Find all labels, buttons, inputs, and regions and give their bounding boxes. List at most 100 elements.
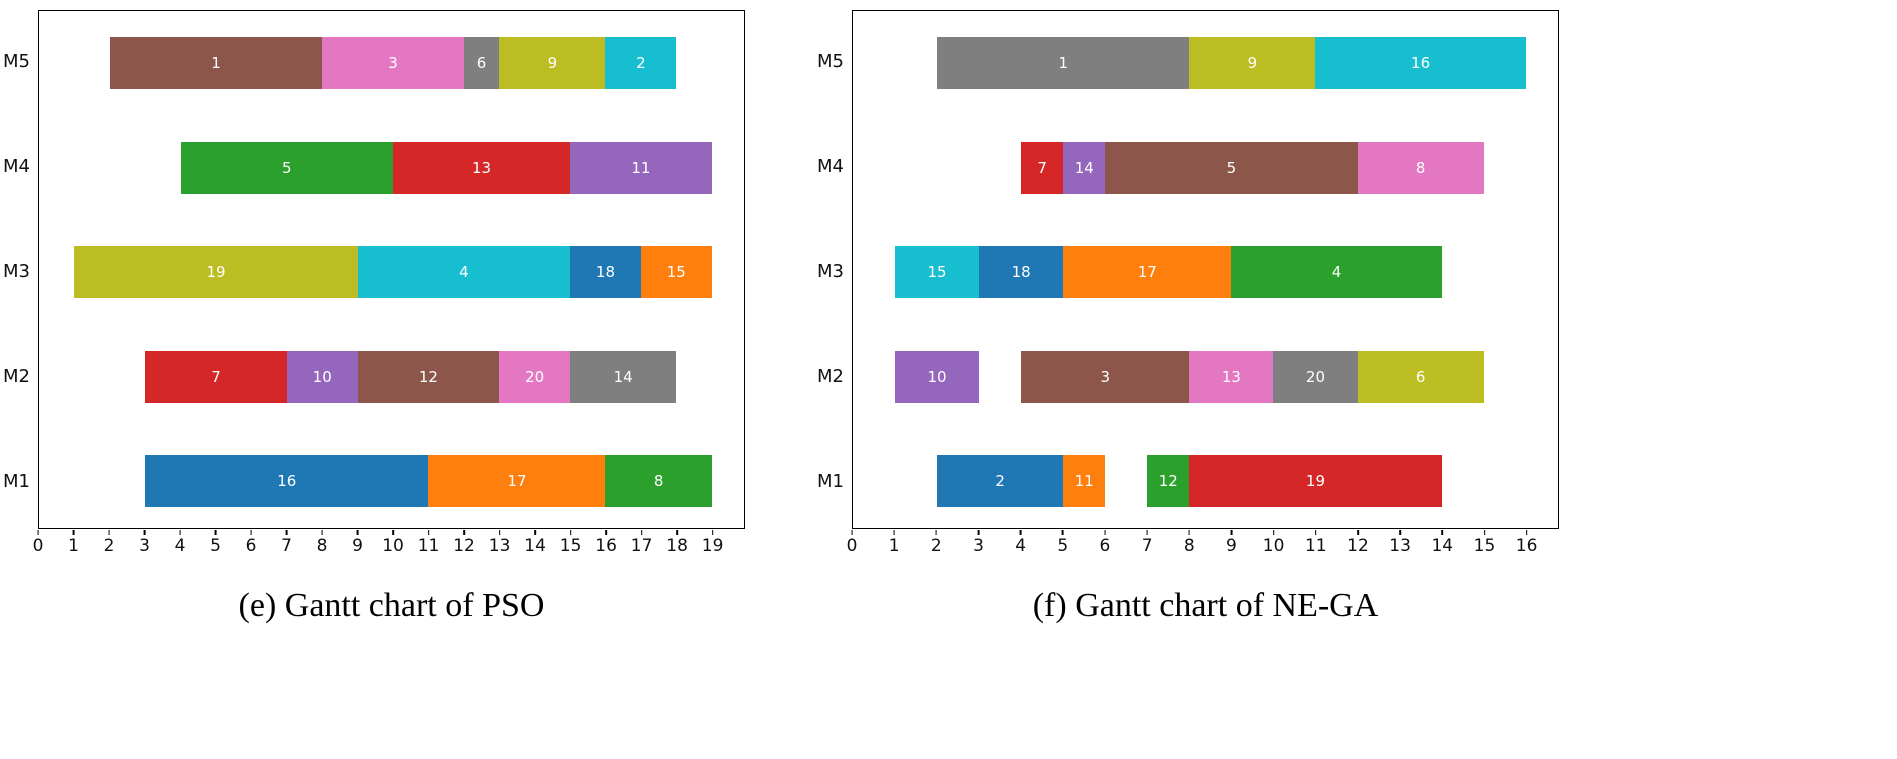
x-tick-label: 8: [316, 536, 328, 556]
x-tick-label: 13: [1389, 536, 1411, 556]
y-axis-label-m2: M2: [817, 365, 844, 387]
chart-pso: M1 M2 M3 M4 M5 16 17 8 7 10 12 20 14 19 4 18 15 5 13 11 1 3 6…: [0, 0, 795, 759]
x-tick-label: 4: [174, 536, 186, 556]
x-tick: 9: [1226, 530, 1237, 555]
gantt-bar-job-label: 17: [1137, 263, 1157, 282]
x-tick-mark: [1357, 530, 1359, 535]
x-tick: 4: [174, 530, 186, 556]
x-tick-label: 8: [1183, 536, 1195, 556]
x-tick: 17: [630, 530, 653, 556]
gantt-bar-job-label: 4: [459, 263, 469, 282]
x-tick-label: 5: [1057, 536, 1069, 556]
x-tick-label: 15: [559, 536, 582, 556]
caption-pso: (e) Gantt chart of PSO: [238, 587, 545, 624]
gantt-bar-job-17: 17: [428, 454, 606, 507]
x-tick-label: 5: [210, 536, 221, 556]
x-tick-mark: [1399, 530, 1401, 535]
gantt-bar-job-3: 3: [322, 37, 464, 90]
x-tick-label: 17: [630, 536, 653, 556]
x-tick-mark: [463, 530, 465, 535]
x-tick: 8: [1184, 530, 1195, 555]
x-tick-mark: [676, 530, 678, 535]
plot-area-ne-ga: 2 11 12 19 10 3 13 20 6 15 18 17 4 7 14 5 8 1 9 16: [852, 10, 1559, 529]
y-axis-labels: M1 M2 M3 M4 M5: [814, 10, 846, 529]
x-axis: 0 1 2 3 4 5 6 7 8 9 10 11 12 13 14 15 16 17 18 19: [33, 530, 745, 576]
x-tick-label: 3: [139, 536, 150, 556]
gantt-bar-job-5: 5: [1105, 141, 1358, 194]
gantt-bar-job-label: 12: [1158, 471, 1178, 490]
x-tick-label: 3: [973, 536, 984, 556]
gantt-bar-job-3: 3: [1021, 350, 1190, 403]
x-tick: 6: [1100, 530, 1110, 555]
gantt-bar-job-label: 20: [525, 367, 545, 386]
y-axis-label-m2: M2: [3, 365, 30, 387]
gantt-bar-job-label: 2: [995, 471, 1005, 490]
x-tick: 2: [931, 530, 942, 555]
gantt-bar-job-10: 10: [895, 350, 980, 403]
gantt-bar-job-label: 3: [1100, 367, 1111, 386]
gantt-bar-job-label: 13: [472, 158, 492, 177]
x-tick-label: 16: [595, 536, 617, 556]
x-tick-mark: [1230, 530, 1233, 535]
x-tick: 1: [889, 530, 900, 555]
gantt-bar-job-7: 7: [145, 350, 287, 403]
gantt-bar-job-label: 17: [507, 471, 527, 490]
x-tick: 0: [32, 530, 44, 556]
x-tick-label: 14: [524, 536, 546, 556]
gantt-bar-job-11: 11: [570, 141, 712, 194]
x-tick: 18: [666, 530, 688, 555]
x-tick-mark: [711, 530, 714, 535]
gantt-bar-job-10: 10: [286, 350, 358, 403]
y-axis-label-m3: M3: [817, 261, 844, 283]
x-tick-mark: [37, 530, 39, 535]
gantt-bar-job-label: 19: [206, 263, 226, 282]
x-tick: 13: [1389, 530, 1411, 555]
x-tick-label: 11: [417, 536, 440, 556]
gantt-bar-job-label: 8: [1415, 158, 1426, 177]
gantt-bar-job-label: 9: [547, 54, 558, 73]
x-tick: 11: [1305, 530, 1327, 555]
caption-ne-ga: (f) Gantt chart of NE-GA: [1032, 587, 1379, 624]
x-tick-mark: [498, 530, 501, 535]
x-tick: 0: [847, 530, 857, 555]
gantt-bar-job-8: 8: [605, 454, 712, 507]
y-axis-label-m1: M1: [817, 470, 844, 492]
x-tick-mark: [977, 530, 980, 535]
gantt-bar-job-12: 12: [1147, 454, 1190, 507]
x-tick-mark: [1315, 530, 1317, 535]
gantt-bar-job-label: 11: [1074, 471, 1094, 490]
x-tick-mark: [640, 530, 643, 535]
x-tick-label: 1: [68, 536, 79, 556]
x-tick: 6: [246, 530, 256, 555]
y-axis-label-m4: M4: [817, 156, 844, 178]
x-tick-mark: [605, 530, 607, 535]
gantt-bar-job-label: 7: [211, 367, 221, 386]
x-tick: 7: [281, 530, 292, 555]
gantt-bar-job-label: 10: [312, 367, 332, 386]
gantt-bar-job-9: 9: [1189, 37, 1316, 90]
x-tick: 5: [1057, 530, 1068, 555]
x-tick-mark: [179, 530, 181, 535]
x-tick-mark: [72, 530, 75, 535]
y-axis-labels: M1 M2 M3 M4 M5: [0, 10, 32, 529]
gantt-bar-job-label: 7: [1037, 158, 1047, 177]
x-tick: 19: [702, 530, 723, 555]
x-tick-label: 2: [930, 536, 942, 556]
x-tick: 12: [453, 530, 475, 555]
x-tick-mark: [250, 530, 252, 535]
x-tick-mark: [1146, 530, 1148, 535]
x-tick-label: 0: [32, 536, 44, 556]
gantt-bar-job-20: 20: [499, 350, 571, 403]
gantt-bar-job-6: 6: [1357, 350, 1484, 403]
x-tick-label: 9: [352, 536, 363, 556]
x-tick-mark: [1525, 530, 1528, 535]
x-tick-mark: [1019, 530, 1022, 535]
x-tick: 3: [139, 530, 150, 555]
x-tick-mark: [1104, 530, 1106, 535]
x-tick-label: 10: [1262, 536, 1285, 556]
x-tick-mark: [1272, 530, 1275, 535]
gantt-bar-job-19: 19: [74, 246, 358, 299]
x-tick-label: 1: [888, 536, 900, 556]
x-tick: 12: [1347, 530, 1369, 555]
gantt-bar-job-label: 18: [1011, 263, 1031, 282]
